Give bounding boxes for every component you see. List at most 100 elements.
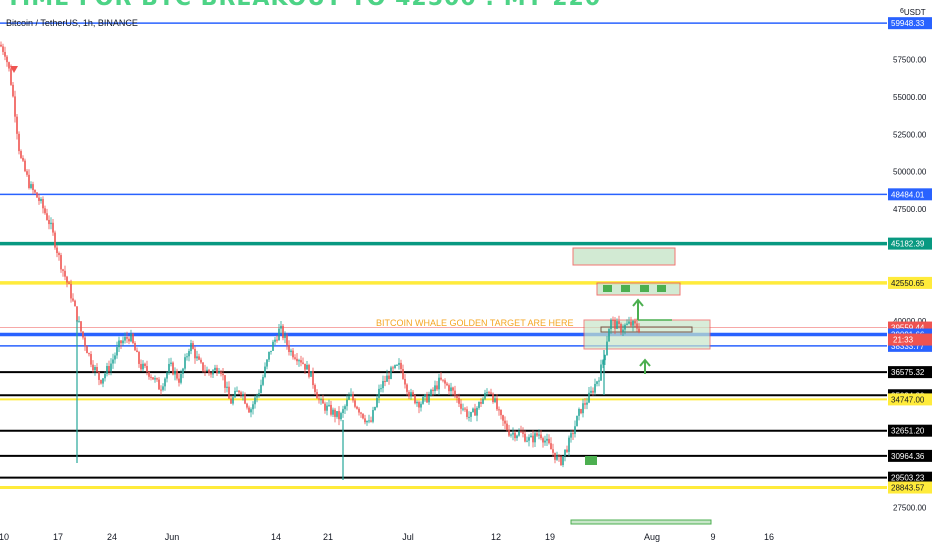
candle-body [518,431,520,436]
candle-body [612,319,614,321]
candle-body [554,452,556,460]
candle-body [156,378,158,380]
time-tick-label: 24 [107,532,117,542]
candle-body [390,367,392,379]
candle-body [176,370,178,379]
level-price-label: 29503.23 [891,474,925,483]
level-price-label: 42550.65 [891,279,925,288]
candle-body [212,370,214,375]
candle-body [508,430,510,436]
candle-body [256,395,258,398]
candle-body [440,377,442,380]
countdown-label: 21:33 [893,336,914,345]
candle-body [46,213,48,220]
candle-body [520,431,522,433]
candle-body [566,449,568,452]
candle-body [586,402,588,405]
level-price-label: 48484.01 [891,190,925,199]
candle-body [178,378,180,383]
candle-body [194,348,196,359]
candle-body [388,375,390,379]
candle-body [480,401,482,404]
candle-body [32,184,34,191]
candle-body [458,397,460,404]
candle-body [106,366,108,374]
candle-body [70,283,72,299]
candle-body [2,46,4,52]
candle-body [404,378,406,385]
candle-body [356,406,358,409]
candle-body [292,350,294,358]
candle-body [444,380,446,384]
candle-body [66,276,68,283]
candle-body [546,438,548,441]
level-price-badge [888,481,932,494]
candle-body [314,385,316,393]
candle-body [96,367,98,372]
candle-body [312,371,314,386]
coffee-icon [585,285,666,465]
candle-body [500,409,502,416]
candle-body [284,335,286,338]
candle-body [396,364,398,366]
candle-body [366,420,368,423]
candle-body [456,395,458,398]
level-price-label: 39559.44 [891,324,925,333]
candle-body [174,370,176,375]
level-price-badge [888,471,932,484]
candle-body [16,116,18,134]
candle-body [214,367,216,371]
time-tick-label: Aug [644,532,660,542]
time-axis-bg [0,527,932,550]
candle-body [138,352,140,364]
candle-body [344,406,346,410]
candle-body [320,399,322,401]
candle-body [436,385,438,390]
candle-body [200,359,202,363]
time-tick-label: 10 [0,532,9,542]
candle-body [134,343,136,351]
candle-body [48,219,50,225]
candle-body [254,397,256,405]
price-tick-label: 55000.00 [893,93,927,102]
candle-body [636,323,638,329]
candle-body [454,390,456,396]
candle-body [20,151,22,158]
candle-body [260,384,262,393]
candle-body [536,433,538,436]
candle-body [490,392,492,394]
candle-body [482,398,484,404]
candle-body [42,199,44,209]
candle-body [202,362,204,371]
candle-body [364,418,366,423]
level-price-label: 36575.32 [891,368,925,377]
candle-body [570,433,572,438]
candle-body [610,319,612,330]
candle-body [266,359,268,367]
candle-body [470,412,472,417]
candle-body [448,385,450,392]
candle-body [428,395,430,403]
candle-body [528,437,530,441]
candle-body [332,409,334,415]
candle-body [122,340,124,344]
candle-body [234,390,236,398]
candle-body [420,403,422,408]
candle-body [426,394,428,403]
time-tick-label: Jul [402,532,414,542]
candle-body [208,369,210,373]
candle-body [286,335,288,346]
candle-body [52,222,54,233]
time-tick-label: Jun [165,532,180,542]
candle-body [226,386,228,388]
level-price-badge [888,276,932,289]
candle-body [238,390,240,393]
candle-body [264,366,266,377]
candle-body [276,339,278,341]
candle-body [24,160,26,172]
candle-body [110,363,112,372]
candle-body [510,434,512,436]
price-axis[interactable]: 57500.00 55000.00 52500.00 50000.00 47500.00… [887,0,932,550]
time-axis[interactable]: 10 17 24 Jun 14 21 Jul 12 19 Aug 9 16 [0,527,932,550]
